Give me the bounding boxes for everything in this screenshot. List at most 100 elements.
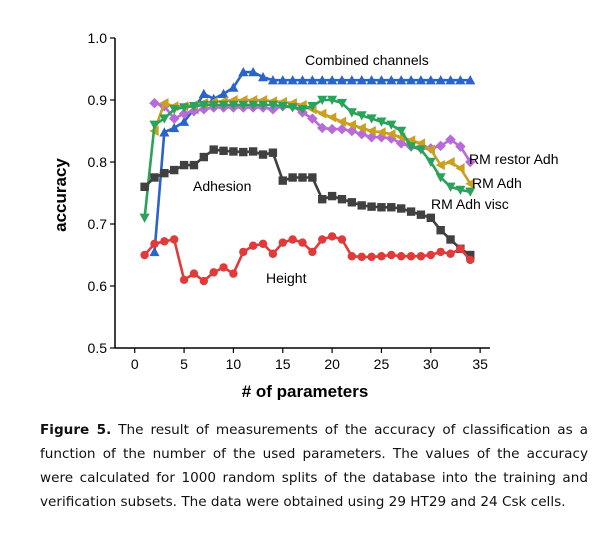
data-point-adhesion <box>308 173 316 181</box>
data-point-adhesion <box>259 150 267 158</box>
series-line-combined-channels <box>155 72 471 252</box>
y-tick-label: 0.6 <box>88 278 108 294</box>
y-tick-label: 0.7 <box>88 216 108 232</box>
data-point-adhesion <box>427 214 435 222</box>
data-point-adhesion <box>407 207 415 215</box>
data-point-adhesion <box>288 173 296 181</box>
x-tick-label: 20 <box>324 356 340 372</box>
data-point-adhesion <box>140 183 148 191</box>
data-point-height <box>427 251 435 259</box>
data-point-rm-restor-adh <box>327 124 338 135</box>
data-point-adhesion <box>190 161 198 169</box>
y-tick-label: 1.0 <box>88 30 108 46</box>
data-point-height <box>160 237 168 245</box>
data-point-adhesion <box>367 202 375 210</box>
data-point-height <box>348 252 356 260</box>
chart-figure: 0 5 10 15 20 25 30 35 0.5 0.6 0.7 0.8 0.9 1.0 Combine… <box>0 0 599 400</box>
data-point-adhesion <box>328 192 336 200</box>
data-point-rm-adh <box>327 112 336 122</box>
data-point-adhesion <box>200 153 208 161</box>
data-point-rm-adh-visc <box>140 214 150 223</box>
data-point-adhesion <box>436 226 444 234</box>
x-axis-title: # of parameters <box>242 382 369 400</box>
x-tick-label: 10 <box>226 356 242 372</box>
data-point-height <box>279 238 287 246</box>
annotation-rm-restor-adh: RM restor Adh <box>469 151 558 167</box>
data-point-adhesion <box>338 195 346 203</box>
data-point-rm-adh <box>445 157 454 167</box>
data-point-adhesion <box>318 195 326 203</box>
data-point-adhesion <box>170 166 178 174</box>
data-point-rm-restor-adh <box>149 98 160 109</box>
data-point-adhesion <box>229 147 237 155</box>
data-point-combined-channels <box>199 89 209 98</box>
data-point-height <box>298 238 306 246</box>
data-point-height <box>328 232 336 240</box>
data-point-height <box>358 253 366 261</box>
data-point-height <box>446 250 454 258</box>
x-tick-label: 30 <box>423 356 439 372</box>
chart-svg: 0 5 10 15 20 25 30 350.50.60.70.80.91.0 Combine… <box>0 0 599 400</box>
annotation-height: Height <box>266 270 307 286</box>
data-point-adhesion <box>446 235 454 243</box>
series-height <box>140 232 474 285</box>
x-tick-label: 25 <box>374 356 390 372</box>
data-point-adhesion <box>239 148 247 156</box>
series-layer <box>140 67 476 285</box>
data-point-adhesion <box>279 176 287 184</box>
x-tick-label: 35 <box>472 356 488 372</box>
data-point-height <box>219 263 227 271</box>
data-point-height <box>367 253 375 261</box>
data-point-height <box>269 250 277 258</box>
y-tick-label: 0.8 <box>88 154 108 170</box>
data-point-height <box>259 240 267 248</box>
data-point-height <box>180 276 188 284</box>
data-point-height <box>308 248 316 256</box>
data-point-height <box>387 251 395 259</box>
data-point-adhesion <box>387 203 395 211</box>
data-point-height <box>170 235 178 243</box>
data-point-adhesion <box>180 161 188 169</box>
data-point-height <box>436 248 444 256</box>
data-point-rm-adh <box>317 109 326 119</box>
annotation-combined-channels: Combined channels <box>305 52 429 68</box>
data-point-height <box>150 240 158 248</box>
data-point-adhesion <box>160 169 168 177</box>
data-point-adhesion <box>377 203 385 211</box>
series-adhesion <box>140 145 474 259</box>
data-point-adhesion <box>269 149 277 157</box>
x-tick-label: 15 <box>275 356 291 372</box>
annotation-rm-adh-visc: RM Adh visc <box>431 196 509 212</box>
data-point-adhesion <box>358 201 366 209</box>
data-point-height <box>377 252 385 260</box>
data-point-height <box>140 251 148 259</box>
data-point-height <box>249 242 257 250</box>
data-point-height <box>190 269 198 277</box>
caption-text: The result of measurements of the accura… <box>40 422 588 510</box>
data-point-height <box>456 245 464 253</box>
data-point-height <box>209 268 217 276</box>
data-point-height <box>407 252 415 260</box>
data-point-height <box>338 235 346 243</box>
data-point-adhesion <box>417 211 425 219</box>
data-point-adhesion <box>150 173 158 181</box>
data-point-height <box>200 277 208 285</box>
data-point-height <box>288 235 296 243</box>
y-tick-label: 0.9 <box>88 92 108 108</box>
data-point-height <box>239 248 247 256</box>
figure-caption: Figure 5. The result of measurements of … <box>40 418 588 514</box>
series-labels: Combined channels RM restor Adh RM Adh R… <box>193 52 558 286</box>
data-point-adhesion <box>397 204 405 212</box>
caption-label: Figure 5. <box>40 422 111 438</box>
data-point-height <box>397 252 405 260</box>
data-point-height <box>417 252 425 260</box>
x-tick-label: 0 <box>131 356 139 372</box>
data-point-adhesion <box>298 173 306 181</box>
data-point-height <box>318 235 326 243</box>
x-tick-label: 5 <box>180 356 188 372</box>
data-point-adhesion <box>249 147 257 155</box>
data-point-height <box>229 269 237 277</box>
data-point-height <box>466 256 474 264</box>
y-axis-title: accuracy <box>51 158 70 232</box>
annotation-rm-adh: RM Adh <box>472 175 522 191</box>
